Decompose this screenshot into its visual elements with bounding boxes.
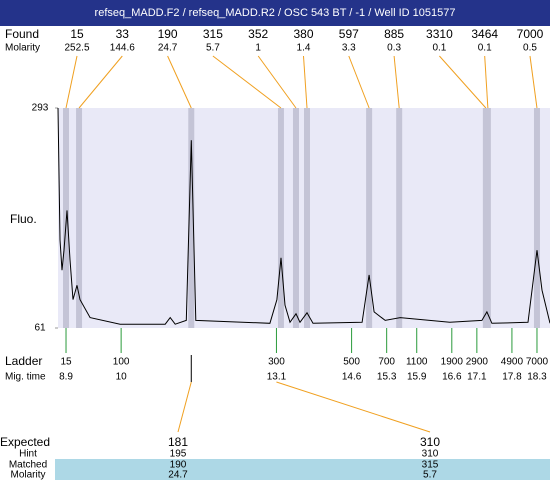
ladder-size: 500 bbox=[343, 357, 360, 368]
peak-connector bbox=[78, 55, 123, 109]
peak-band bbox=[533, 108, 540, 328]
ladder-size: 2900 bbox=[466, 357, 489, 368]
peak-band bbox=[366, 108, 373, 328]
found-size: 190 bbox=[158, 27, 178, 41]
matched-band bbox=[55, 459, 550, 480]
row-label: Molarity bbox=[10, 470, 45, 480]
peak-connector bbox=[303, 55, 308, 109]
plot-area bbox=[58, 108, 550, 328]
found-size: 352 bbox=[248, 27, 268, 41]
found-molarity: 24.7 bbox=[158, 43, 178, 54]
peak-band bbox=[76, 108, 83, 328]
expected-molarity: 5.7 bbox=[423, 470, 437, 480]
peak-band bbox=[396, 108, 403, 328]
expected-expected: 181 bbox=[168, 435, 188, 449]
found-molarity: 144.6 bbox=[110, 43, 135, 54]
ladder-time: 15.3 bbox=[377, 372, 397, 383]
match-link bbox=[177, 381, 192, 433]
peak-connector bbox=[348, 55, 370, 109]
ladder-size: 1900 bbox=[441, 357, 464, 368]
match-link bbox=[276, 381, 431, 433]
title: refseq_MADD.F2 / refseq_MADD.R2 / OSC 54… bbox=[95, 7, 456, 19]
peak-connector bbox=[484, 55, 489, 109]
peak-connector bbox=[65, 55, 78, 109]
ladder-time: 14.6 bbox=[342, 372, 362, 383]
found-molarity: 3.3 bbox=[342, 43, 356, 54]
row-label: Expected bbox=[0, 435, 50, 449]
ladder-size: 700 bbox=[378, 357, 395, 368]
found-size: 3310 bbox=[426, 27, 453, 41]
peak-connector bbox=[167, 55, 192, 109]
peak-band bbox=[304, 108, 311, 328]
peak-connector bbox=[439, 55, 487, 109]
found-label: Found bbox=[5, 27, 39, 41]
expected-hint: 310 bbox=[422, 449, 439, 460]
peak-connector bbox=[529, 55, 538, 109]
y-tick-label: 293 bbox=[32, 103, 49, 114]
ladder-time: 8.9 bbox=[59, 372, 73, 383]
y-tick-label: 61 bbox=[34, 323, 46, 334]
ladder-time: 13.1 bbox=[267, 372, 287, 383]
found-molarity: 252.5 bbox=[64, 43, 89, 54]
expected-matched: 190 bbox=[170, 460, 187, 471]
row-label: Hint bbox=[19, 449, 37, 460]
found-size: 597 bbox=[339, 27, 359, 41]
peak-band bbox=[292, 108, 299, 328]
peak-connector bbox=[212, 55, 282, 109]
ladder-size: 1100 bbox=[406, 357, 428, 368]
found-size: 33 bbox=[116, 27, 130, 41]
peak-connector bbox=[393, 55, 400, 109]
found-size: 3464 bbox=[471, 27, 498, 41]
ladder-time: 18.3 bbox=[527, 372, 547, 383]
ladder-size: 100 bbox=[113, 357, 130, 368]
row-label: Matched bbox=[9, 460, 47, 471]
molarity-label: Molarity bbox=[5, 43, 40, 54]
found-molarity: 0.1 bbox=[478, 43, 492, 54]
found-molarity: 0.3 bbox=[387, 43, 401, 54]
found-size: 15 bbox=[70, 27, 84, 41]
expected-matched: 315 bbox=[422, 460, 439, 471]
expected-hint: 195 bbox=[170, 449, 187, 460]
found-size: 380 bbox=[293, 27, 313, 41]
expected-molarity: 24.7 bbox=[168, 470, 188, 480]
found-molarity: 1 bbox=[255, 43, 261, 54]
peak-band bbox=[188, 108, 195, 328]
ladder-size: 7000 bbox=[526, 357, 549, 368]
found-size: 7000 bbox=[517, 27, 544, 41]
found-size: 885 bbox=[384, 27, 404, 41]
found-size: 315 bbox=[203, 27, 223, 41]
trace bbox=[57, 107, 550, 325]
ladder-size: 300 bbox=[268, 357, 285, 368]
found-molarity: 0.1 bbox=[432, 43, 446, 54]
found-molarity: 5.7 bbox=[206, 43, 220, 54]
peak-band bbox=[484, 108, 491, 328]
expected-expected: 310 bbox=[420, 435, 440, 449]
peak-band bbox=[277, 108, 284, 328]
ladder-size: 4900 bbox=[501, 357, 524, 368]
ladder-size: 15 bbox=[60, 357, 72, 368]
ladder-time: 10 bbox=[116, 372, 128, 383]
found-molarity: 1.4 bbox=[297, 43, 311, 54]
ladder-time: 15.9 bbox=[407, 372, 427, 383]
ladder-time: 16.6 bbox=[442, 372, 462, 383]
ladder-label: Ladder bbox=[5, 354, 42, 368]
time-label: Mig. time bbox=[5, 372, 46, 383]
ladder-time: 17.8 bbox=[502, 372, 522, 383]
peak-connector bbox=[257, 55, 297, 109]
y-axis-label: Fluo. bbox=[10, 212, 37, 226]
ladder-time: 17.1 bbox=[467, 372, 487, 383]
title-bar bbox=[0, 0, 550, 26]
found-molarity: 0.5 bbox=[523, 43, 537, 54]
